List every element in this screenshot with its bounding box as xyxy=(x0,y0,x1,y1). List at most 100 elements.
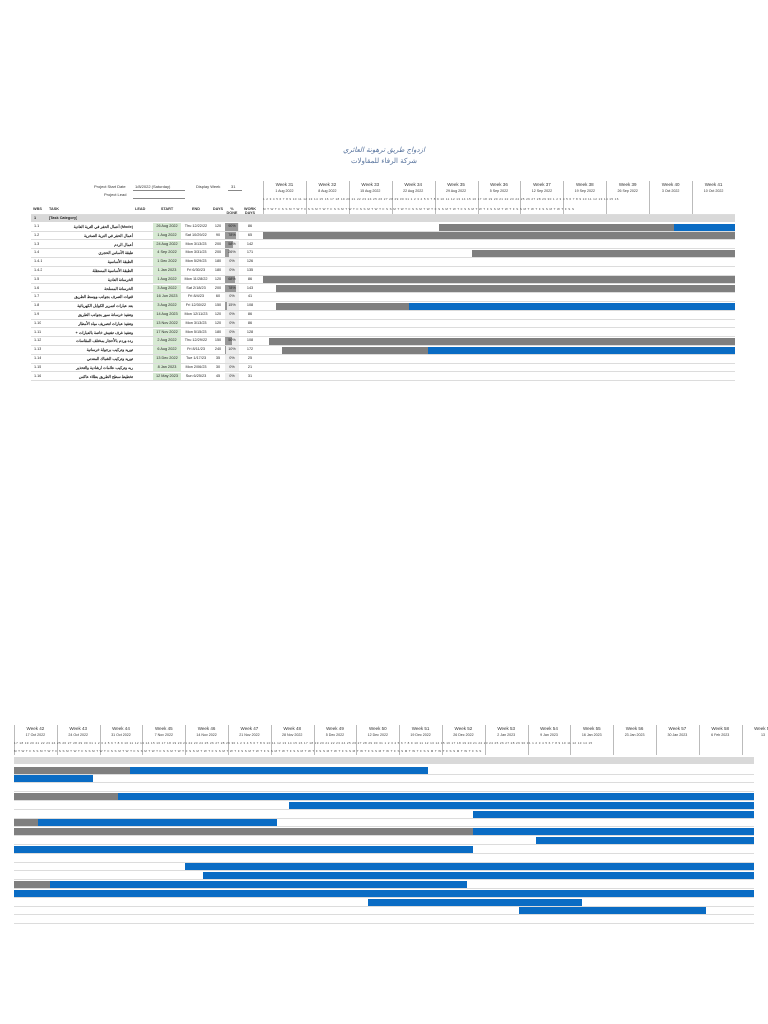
gantt-bar-remaining[interactable] xyxy=(367,898,582,906)
gantt-bar-done[interactable] xyxy=(269,337,735,345)
gantt-bar-remaining[interactable] xyxy=(117,792,754,800)
task-name[interactable]: بعد عبارات لتمرير الكوابل الكهربائية xyxy=(77,304,133,309)
task-name[interactable]: توريد وتركيب برجولة خرسانية xyxy=(86,348,133,353)
task-end: Fri 12/30/22 xyxy=(185,303,207,308)
task-name[interactable]: رده وردم بالأحجار بمختلف المقاسات xyxy=(75,339,133,344)
gantt-bar-done[interactable] xyxy=(275,285,735,293)
gantt-bar-done[interactable] xyxy=(14,880,51,888)
week-number: Week 58 xyxy=(711,726,730,731)
gantt-bar-done[interactable] xyxy=(263,276,735,284)
gantt-bar-remaining[interactable] xyxy=(14,775,94,783)
task-name[interactable]: وتنفيذ خرسانة سور بجوانب الطريق xyxy=(77,313,133,317)
task-start[interactable]: 13 Dec 2022 xyxy=(156,356,178,360)
task-start[interactable]: 1 Jan 2023 xyxy=(157,268,177,272)
start-cell-bg xyxy=(153,249,181,257)
task-start[interactable]: 12 May 2023 xyxy=(156,373,178,378)
progress-fill xyxy=(225,275,235,284)
gantt-bar-done[interactable] xyxy=(14,828,473,836)
gantt-bar-done[interactable] xyxy=(472,249,735,257)
task-start[interactable]: 16 Jun 2023 xyxy=(156,294,178,299)
task-days: 180 xyxy=(214,329,222,334)
gantt-bar-done[interactable] xyxy=(14,792,118,800)
row-line xyxy=(14,852,754,854)
gantt-bar-remaining[interactable] xyxy=(14,845,473,853)
task-start[interactable]: 3 Aug 2022 xyxy=(157,303,177,308)
progress-cell xyxy=(225,311,239,319)
gantt-bar-remaining[interactable] xyxy=(409,302,735,310)
gantt-bar-remaining[interactable] xyxy=(38,819,277,827)
gantt-bar-remaining[interactable] xyxy=(130,766,429,774)
week-date: 30 Jan 2023 xyxy=(667,733,688,737)
row-line xyxy=(14,879,754,881)
task-name[interactable]: الخرسانة المسلحة xyxy=(104,286,133,291)
week-header: Week 54 9 Jan 2023 xyxy=(528,726,571,737)
task-name[interactable]: طبقة الأساس الحجري xyxy=(98,251,133,256)
gantt-bar-remaining[interactable] xyxy=(535,836,754,844)
task-start[interactable]: 1 Dec 2022 xyxy=(157,259,177,264)
gantt-bar-remaining[interactable] xyxy=(519,907,706,915)
task-name[interactable]: وتنفيذ عبارات لتصريف مياه الأمطار xyxy=(78,321,133,326)
task-start[interactable]: 4 Sep 2022 xyxy=(157,250,177,255)
task-start[interactable]: 3 Aug 2022 xyxy=(157,285,177,290)
week-date: 16 Jan 2023 xyxy=(581,733,602,737)
task-name[interactable]: أعمال الردم xyxy=(114,242,133,247)
gantt-bar-done[interactable] xyxy=(14,766,131,774)
week-date: 22 Aug 2022 xyxy=(403,189,424,193)
gantt-bar-done[interactable] xyxy=(275,302,410,310)
gantt-bar-remaining[interactable] xyxy=(202,872,754,880)
task-work-days: 128 xyxy=(246,329,254,334)
task-name[interactable]: ربه وتركيب علامات ارشادية والتحذير xyxy=(76,365,133,370)
task-name[interactable]: الطبقة الأساسية المستقلة xyxy=(92,269,133,273)
task-end: Thu 12/22/22 xyxy=(184,224,208,228)
gantt-bar-remaining[interactable] xyxy=(472,810,754,818)
start-cell-bg xyxy=(153,363,181,372)
task-name[interactable]: الطبقة الأساسية xyxy=(107,260,133,265)
column-header: START xyxy=(160,207,174,211)
row-line xyxy=(31,257,735,258)
task-end: Tue 1/17/23 xyxy=(185,356,207,360)
gantt-bar-done[interactable] xyxy=(281,346,429,354)
task-name[interactable]: الخرسانة العادية xyxy=(107,277,133,282)
week-number: Week 39 xyxy=(618,182,637,187)
task-work-days: 171 xyxy=(246,250,254,255)
task-start[interactable]: 26 Aug 2022 xyxy=(156,224,178,228)
week-header: Week 55 16 Jan 2023 xyxy=(570,726,613,737)
project-start-value[interactable]: 1/8/2022 (Saturday) xyxy=(135,184,171,189)
gantt-bar-remaining[interactable] xyxy=(14,889,754,897)
task-start[interactable]: 24 Aug 2022 xyxy=(156,241,178,246)
task-start[interactable]: 17 Nov 2022 xyxy=(156,329,178,334)
task-days: 240 xyxy=(214,347,222,352)
week-date: 26 Dec 2022 xyxy=(453,733,474,737)
task-name[interactable]: + وتنفيذ غرف تفتيش خاصة بالعبارات xyxy=(75,330,133,335)
task-start[interactable]: 14 Aug 2023 xyxy=(156,312,178,316)
gantt-bar-remaining[interactable] xyxy=(472,828,754,836)
task-name[interactable]: توريد وتركيب الشباك المعدني xyxy=(86,357,133,361)
week-date: 9 Jan 2023 xyxy=(540,733,558,737)
task-start[interactable]: 1 Aug 2022 xyxy=(157,232,177,237)
task-start[interactable]: 2 Aug 2022 xyxy=(157,338,177,343)
gantt-bar-remaining[interactable] xyxy=(184,863,754,871)
gantt-bar-remaining[interactable] xyxy=(428,346,735,354)
task-start[interactable]: 6 Aug 2022 xyxy=(157,347,177,352)
week-divider xyxy=(656,725,657,755)
task-name[interactable]: تخطيط سطح الطريق بطلاء عاكس xyxy=(78,374,133,379)
display-week-value[interactable]: 31 xyxy=(231,184,236,189)
task-start[interactable]: 13 Nov 2022 xyxy=(156,320,178,325)
gantt-bar-remaining[interactable] xyxy=(289,801,754,809)
task-done: 0% xyxy=(229,329,235,334)
gantt-bar-done[interactable] xyxy=(14,819,39,827)
gantt-bar-remaining[interactable] xyxy=(673,223,735,231)
day-numbers: 1 2 3 4 5 6 7 8 9 10 11 12 13 14 15 16 1… xyxy=(263,197,619,201)
task-name[interactable]: أعمال الحفر في التربة الصخرية xyxy=(84,233,133,238)
day-numbers: 17 18 19 20 21 22 23 24 25 26 27 28 29 3… xyxy=(14,741,593,745)
task-start[interactable]: 8 Jan 2023 xyxy=(157,364,177,369)
progress-fill xyxy=(225,346,227,354)
week-divider xyxy=(399,725,401,755)
task-name[interactable]: قنوات الصرف بجوانب ووسط الطريق xyxy=(74,295,133,300)
task-name[interactable]: أعمال الحفر في التربة العادية (Mode) xyxy=(73,225,133,229)
gantt-bar-remaining[interactable] xyxy=(50,880,467,888)
gantt-bar-done[interactable] xyxy=(438,223,674,231)
task-done: 90% xyxy=(228,224,236,228)
gantt-bar-done[interactable] xyxy=(263,232,735,240)
task-start[interactable]: 1 Aug 2022 xyxy=(157,276,177,281)
